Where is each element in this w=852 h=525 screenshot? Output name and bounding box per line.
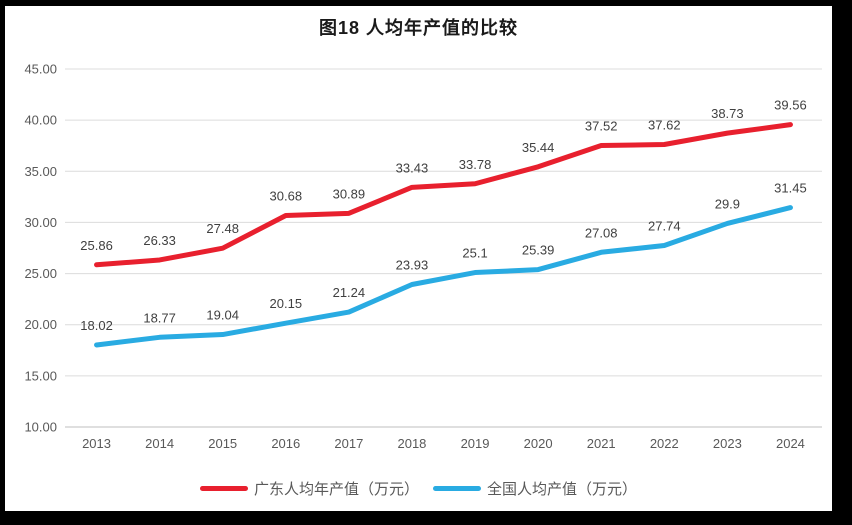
data-label: 19.04: [206, 308, 239, 323]
data-label: 27.08: [585, 225, 618, 240]
data-label: 33.43: [396, 160, 429, 175]
data-label: 20.15: [270, 296, 303, 311]
legend-line-swatch-national: [433, 486, 481, 491]
y-axis-tick-label: 35.00: [24, 164, 57, 179]
y-axis-tick-label: 40.00: [24, 113, 57, 128]
data-label: 25.1: [462, 246, 487, 261]
x-axis-tick-label: 2024: [776, 436, 805, 451]
data-label: 18.77: [143, 310, 176, 325]
series-line-national: [94, 205, 793, 348]
x-axis-tick-label: 2022: [650, 436, 679, 451]
legend-item-guangdong: 广东人均年产值（万元）: [199, 478, 419, 499]
x-axis-tick-label: 2015: [208, 436, 237, 451]
y-axis-tick-label: 30.00: [24, 215, 57, 230]
data-label: 37.62: [648, 117, 681, 132]
data-label: 30.89: [333, 186, 366, 201]
data-label: 35.44: [522, 140, 555, 155]
x-axis-tick-label: 2019: [461, 436, 490, 451]
legend-label-national: 全国人均产值（万元）: [487, 481, 638, 498]
chart-title: 图18 人均年产值的比较: [318, 18, 519, 38]
line-chart-plot: 45.00 40.00 35.00 30.00 25.00 20.00 15.00 10.00…: [24, 62, 822, 451]
data-label: 21.24: [333, 285, 366, 300]
data-label: 31.45: [774, 181, 807, 196]
legend-line-swatch-guangdong: [199, 486, 248, 491]
data-label: 29.9: [715, 196, 740, 211]
data-label: 18.02: [80, 318, 113, 333]
x-axis-tick-label: 2018: [397, 436, 426, 451]
data-label: 39.56: [774, 98, 807, 113]
x-axis-tick-label: 2014: [145, 436, 174, 451]
x-axis-tick-label: 2013: [82, 436, 111, 451]
y-axis-tick-label: 10.00: [24, 420, 57, 435]
chart-legend: 广东人均年产值（万元） 全国人均产值（万元）: [5, 478, 832, 499]
y-axis-tick-label: 15.00: [24, 368, 57, 383]
data-label: 37.52: [585, 119, 618, 134]
data-label: 27.74: [648, 219, 681, 234]
y-axis-tick-label: 45.00: [24, 62, 57, 77]
y-axis-tick-label: 20.00: [24, 317, 57, 332]
data-label: 30.68: [270, 188, 303, 203]
data-label: 27.48: [206, 221, 239, 236]
x-axis-tick-label: 2020: [524, 436, 553, 451]
data-label: 25.86: [80, 238, 113, 253]
data-label: 38.73: [711, 106, 744, 121]
data-label: 26.33: [143, 233, 176, 248]
data-label: 23.93: [396, 258, 429, 273]
legend-label-guangdong: 广东人均年产值（万元）: [253, 481, 419, 498]
data-label: 33.78: [459, 157, 492, 172]
x-axis-tick-label: 2021: [587, 436, 616, 451]
x-axis-tick-label: 2016: [271, 436, 300, 451]
chart-canvas: 图18 人均年产值的比较 45.00 40.00 35.00 30.00 25.00 20…: [5, 6, 832, 511]
series-line-guangdong: [94, 122, 793, 268]
legend-item-national: 全国人均产值（万元）: [433, 478, 637, 499]
data-label: 25.39: [522, 243, 555, 258]
y-axis-tick-label: 25.00: [24, 266, 57, 281]
x-axis-tick-label: 2023: [713, 436, 742, 451]
x-axis-tick-label: 2017: [334, 436, 363, 451]
